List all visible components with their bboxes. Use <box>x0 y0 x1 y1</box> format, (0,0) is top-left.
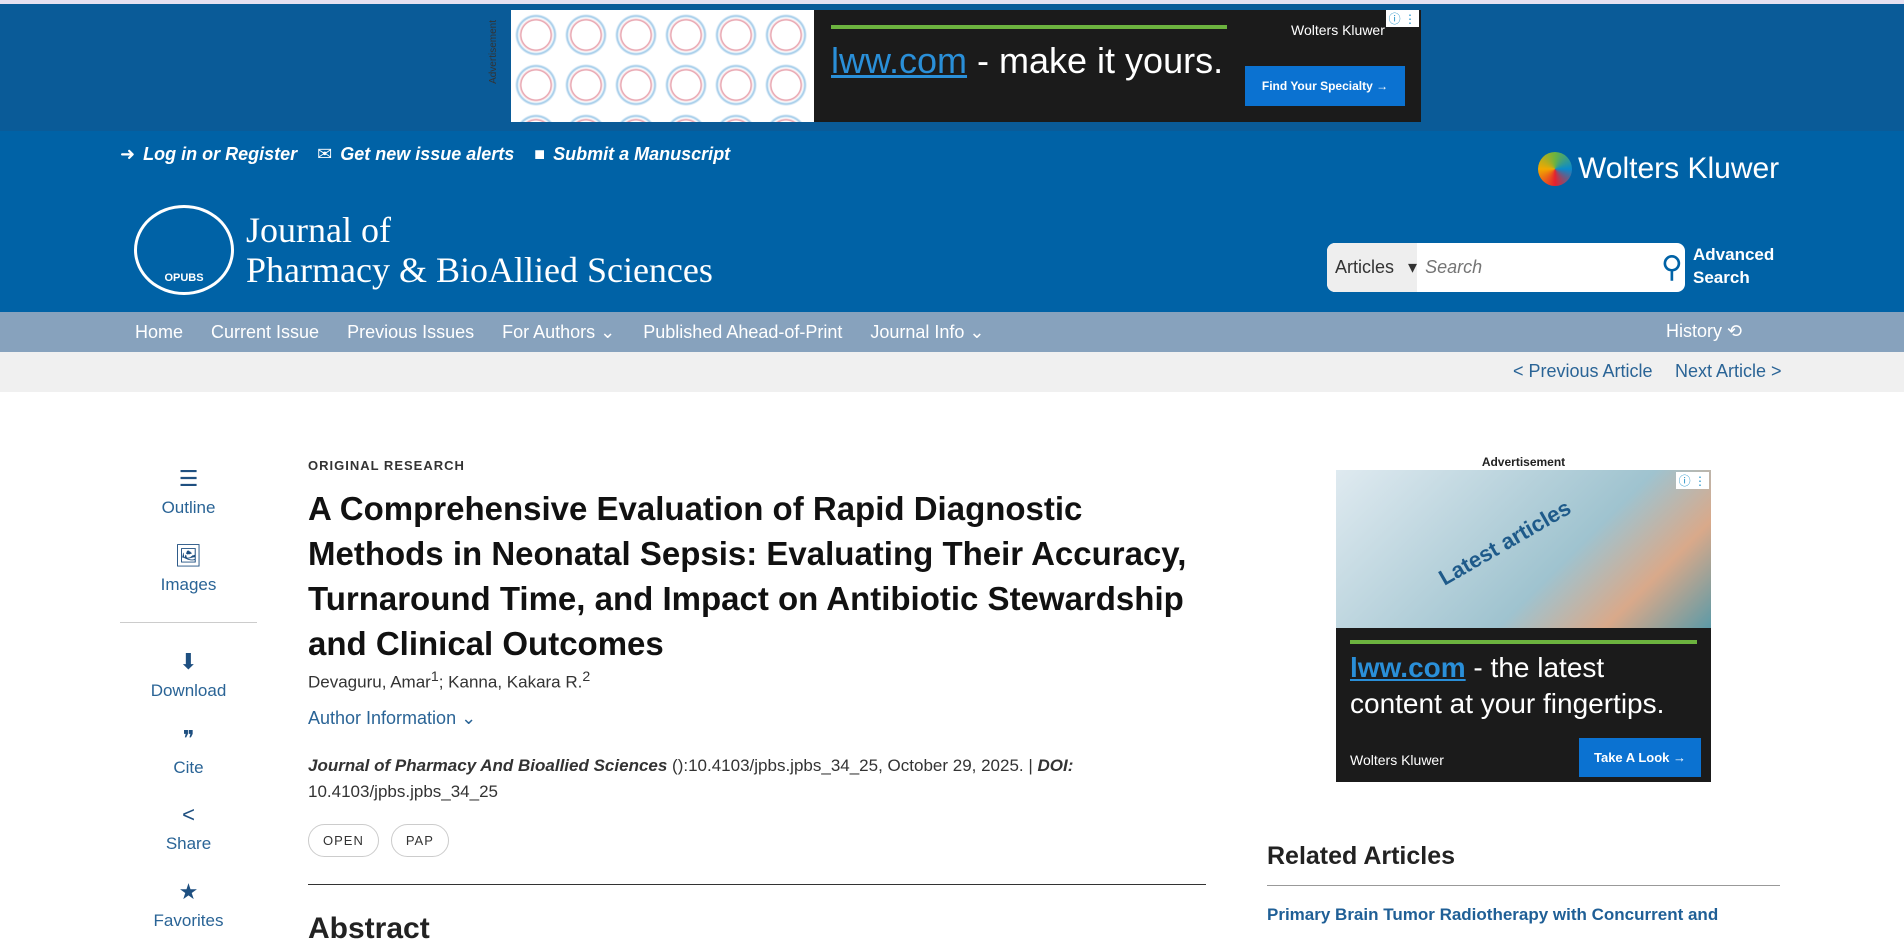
scope-value: Articles <box>1335 257 1395 277</box>
nav-ahead-of-print[interactable]: Published Ahead-of-Print <box>643 321 843 342</box>
pap-badge: PAP <box>390 824 449 857</box>
submit-manuscript-link[interactable]: ■ Submit a Manuscript <box>534 144 730 165</box>
ad-link[interactable]: lww.com <box>1350 652 1466 683</box>
author-link[interactable]: Kanna, Kakara R. <box>448 672 583 692</box>
previous-article-link[interactable]: < Previous Article <box>1513 361 1653 381</box>
images-label: Images <box>160 575 217 594</box>
doi-value[interactable]: 10.4103/jpbs.jpbs_34_25 <box>308 782 498 801</box>
citation-text: ():10.4103/jpbs.jpbs_34_25, October 29, … <box>667 756 1038 775</box>
search-icon[interactable]: ⚲ <box>1661 251 1684 284</box>
ad-slogan: lww.com - make it yours. <box>831 40 1223 82</box>
nav-for-authors[interactable]: For Authors ⌄ <box>502 321 616 342</box>
search-scope-select[interactable]: Articles ▾ <box>1327 243 1418 292</box>
nav-current-issue[interactable]: Current Issue <box>211 321 320 342</box>
ad-line1: - the latest <box>1465 652 1605 683</box>
section-divider <box>308 884 1206 885</box>
nav-journal-info[interactable]: Journal Info ⌄ <box>870 321 985 342</box>
wolters-kluwer-logo-icon <box>1538 152 1572 186</box>
sidebar-share[interactable]: < Share <box>120 802 257 854</box>
publisher-name: Wolters Kluwer <box>1578 152 1780 185</box>
ad-line2: content at your fingertips. <box>1350 688 1665 719</box>
sidebar-images[interactable]: 🖼 Images <box>120 543 257 595</box>
affiliation-sup: 1 <box>430 669 439 685</box>
doi-label: DOI: <box>1037 756 1074 775</box>
login-register-link[interactable]: ➜ Log in or Register <box>120 144 297 165</box>
sidebar-download[interactable]: ⬇ Download <box>120 649 257 701</box>
ad-info-icon[interactable]: ⓘ ⋮ <box>1385 10 1419 27</box>
history-button[interactable]: History ⟲ <box>1666 321 1743 341</box>
outline-icon: ☰ <box>178 466 199 491</box>
submit-label: Submit a Manuscript <box>553 144 731 164</box>
ad-pattern-image <box>511 10 814 122</box>
main-nav: Home Current Issue Previous Issues For A… <box>0 312 1904 352</box>
advanced-search-link[interactable]: Advanced Search <box>1693 245 1775 287</box>
affiliation-sup: 2 <box>582 669 591 685</box>
related-articles-heading: Related Articles <box>1267 842 1456 870</box>
related-divider <box>1267 885 1780 886</box>
issue-alerts-link[interactable]: ✉ Get new issue alerts <box>317 144 514 165</box>
journal-logo[interactable]: OPUBS Journal of Pharmacy & BioAllied Sci… <box>134 205 713 295</box>
article-pager-bar <box>0 352 1904 392</box>
author-link[interactable]: Devaguru, Amar <box>308 672 431 692</box>
ad-text: lww.com - the latest content at your fing… <box>1350 650 1664 722</box>
search-bar: Articles ▾ ⚲ <box>1327 243 1685 292</box>
article-type: ORIGINAL RESEARCH <box>308 458 465 473</box>
quote-icon: ❞ <box>182 726 195 751</box>
nav-previous-issues[interactable]: Previous Issues <box>347 321 475 342</box>
login-icon: ➜ <box>120 144 136 164</box>
next-article-link[interactable]: Next Article > <box>1675 361 1782 381</box>
sidebar-outline[interactable]: ☰ Outline <box>120 466 257 518</box>
star-icon: ★ <box>178 879 199 904</box>
author-information-toggle[interactable]: Author Information ⌄ <box>308 708 477 728</box>
sidebar-divider <box>120 622 257 623</box>
side-advertisement[interactable]: Latest articles lww.com - the latest cont… <box>1336 470 1711 782</box>
ad-link[interactable]: lww.com <box>831 40 968 81</box>
ad-label: Advertisement <box>488 20 499 84</box>
find-specialty-button[interactable]: Find Your Specialty → <box>1245 66 1405 106</box>
outline-label: Outline <box>161 498 216 517</box>
take-a-look-button[interactable]: Take A Look → <box>1579 738 1701 777</box>
download-label: Download <box>150 681 227 700</box>
image-icon: 🖼 <box>174 543 203 568</box>
open-access-badge: OPEN <box>308 824 379 857</box>
pdf-download-icon: ⬇ <box>179 649 198 674</box>
keyboard-ad-image: Latest articles <box>1336 470 1711 628</box>
publisher-logo[interactable]: Wolters Kluwer <box>1538 152 1779 186</box>
journal-name: Journal of Pharmacy And Bioallied Scienc… <box>308 756 668 775</box>
caret-down-icon: ▾ <box>1408 257 1418 277</box>
top-advertisement[interactable]: lww.com - make it yours. Wolters Kluwer … <box>511 10 1421 122</box>
alerts-label: Get new issue alerts <box>340 144 515 164</box>
abstract-heading: Abstract <box>308 912 430 945</box>
ad-brand: Wolters Kluwer <box>1350 752 1444 768</box>
envelope-icon: ✉ <box>317 144 333 164</box>
ad-divider <box>831 25 1227 29</box>
article-title: A Comprehensive Evaluation of Rapid Diag… <box>308 490 1187 662</box>
sidebar-cite[interactable]: ❞ Cite <box>120 726 257 778</box>
citation: Journal of Pharmacy And Bioallied Scienc… <box>308 753 1206 805</box>
ad-slogan-text: - make it yours. <box>967 40 1224 81</box>
share-icon: < <box>182 802 195 827</box>
ad-divider <box>1350 640 1697 644</box>
ad-brand: Wolters Kluwer <box>1291 22 1385 38</box>
journal-name-line2: Pharmacy & BioAllied Sciences <box>246 250 713 290</box>
ad-label: Advertisement <box>1481 455 1566 469</box>
author-sep: ; <box>438 672 449 692</box>
share-label: Share <box>165 834 212 853</box>
nav-home[interactable]: Home <box>135 321 184 342</box>
login-label: Log in or Register <box>143 144 298 164</box>
ad-info-icon[interactable]: ⓘ ⋮ <box>1675 472 1709 489</box>
cite-label: Cite <box>173 758 204 777</box>
journal-seal-icon: OPUBS <box>134 205 234 295</box>
related-article-link[interactable]: Primary Brain Tumor Radiotherapy with Co… <box>1267 905 1719 924</box>
ad-key-text: Latest articles <box>1434 494 1576 591</box>
journal-name-line1: Journal of <box>246 210 391 250</box>
badges: OPEN PAP <box>308 824 1206 857</box>
favorites-label: Favorites <box>153 911 224 930</box>
checkbox-icon: ■ <box>534 144 546 164</box>
sidebar-favorites[interactable]: ★ Favorites <box>120 879 257 931</box>
search-input[interactable] <box>1417 243 1660 292</box>
authors: Devaguru, Amar1; Kanna, Kakara R.2 <box>308 669 1206 693</box>
utility-links: ➜ Log in or Register ✉ Get new issue alert… <box>120 144 730 165</box>
